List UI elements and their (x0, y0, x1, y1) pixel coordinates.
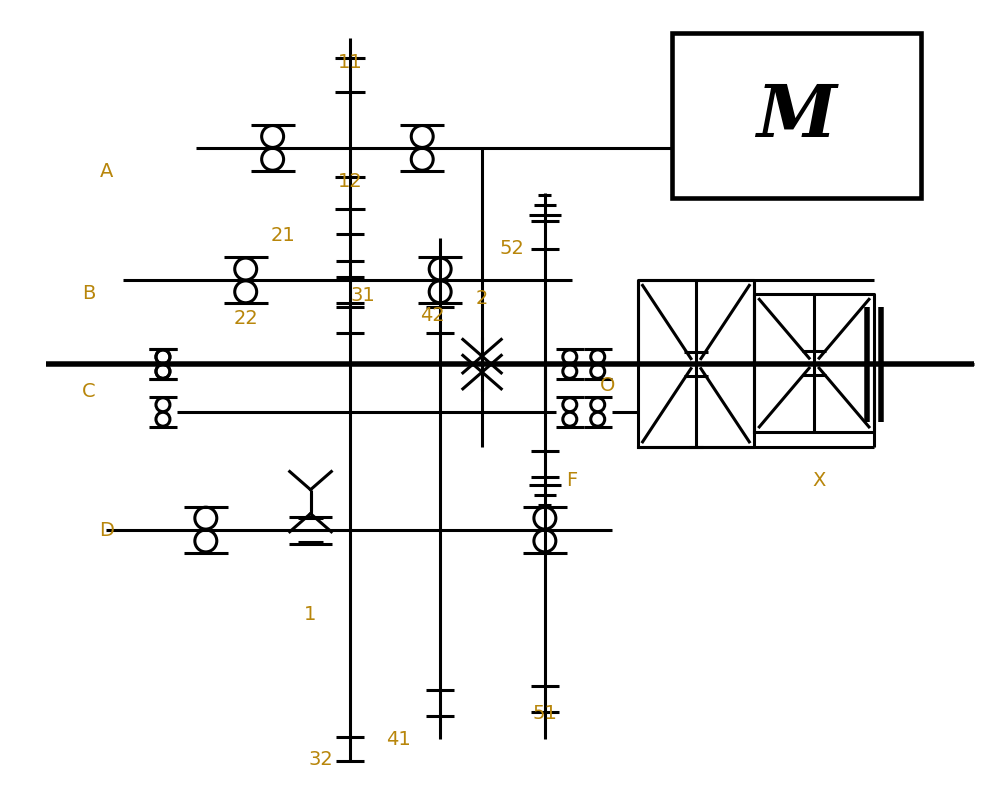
Text: C: C (82, 381, 96, 400)
Text: M: M (756, 81, 836, 152)
Text: 1: 1 (304, 604, 317, 623)
Text: O: O (600, 375, 615, 394)
Text: 11: 11 (338, 53, 363, 71)
Text: X: X (812, 471, 826, 489)
Text: B: B (82, 284, 96, 302)
Text: 51: 51 (532, 703, 557, 723)
FancyBboxPatch shape (672, 34, 921, 198)
Text: 31: 31 (350, 286, 375, 305)
Text: 52: 52 (500, 239, 524, 257)
Text: F: F (566, 471, 577, 489)
Text: 32: 32 (308, 749, 333, 768)
Text: 42: 42 (420, 306, 445, 324)
Text: 41: 41 (386, 729, 411, 748)
Text: 12: 12 (338, 172, 363, 191)
Text: 22: 22 (233, 309, 258, 327)
Text: A: A (99, 162, 113, 181)
Text: D: D (99, 520, 114, 540)
Text: 21: 21 (270, 226, 295, 245)
Text: 2: 2 (476, 289, 488, 307)
